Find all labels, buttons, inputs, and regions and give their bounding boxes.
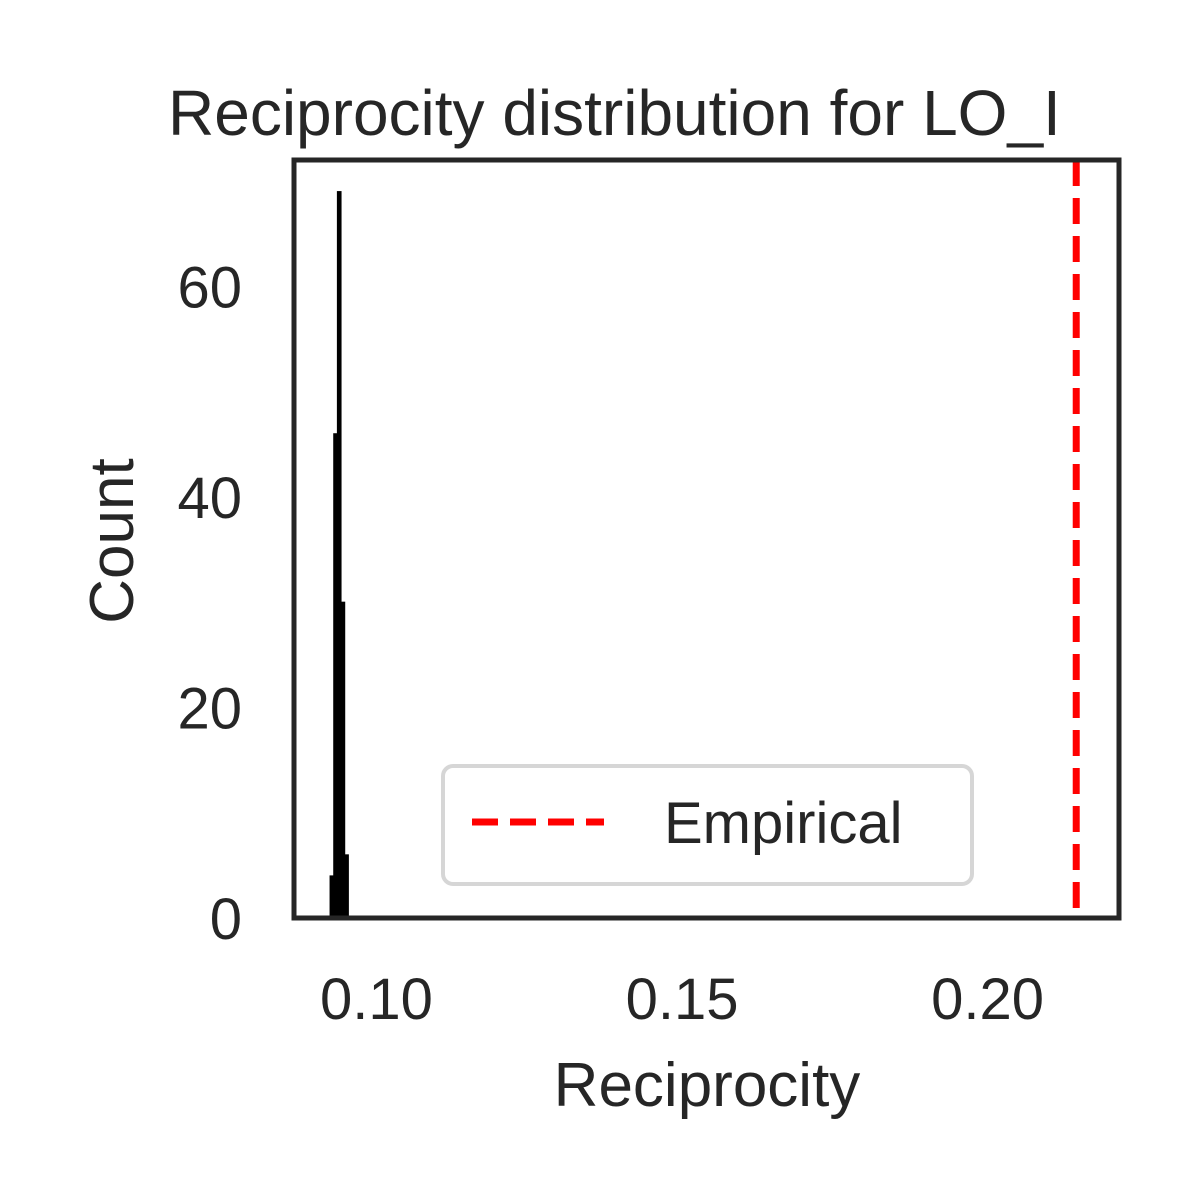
y-ticks: 0 20 40 60 <box>177 255 242 952</box>
histogram-bar-2 <box>336 191 342 919</box>
y-axis-label: Count <box>78 458 147 623</box>
x-tick-label-2: 0.20 <box>931 967 1044 1032</box>
x-axis-label: Reciprocity <box>554 1051 861 1120</box>
y-tick-label-1: 20 <box>177 676 242 741</box>
histogram-bars <box>329 191 349 919</box>
x-tick-label-1: 0.15 <box>626 967 739 1032</box>
legend-box <box>441 764 974 886</box>
y-tick-label-0: 0 <box>210 887 242 952</box>
x-tick-label-0: 0.10 <box>320 967 433 1032</box>
plot-frame <box>291 157 1122 921</box>
legend-label-empirical: Empirical <box>664 791 903 856</box>
legend: Empirical <box>441 764 974 886</box>
histogram-bar-4 <box>344 854 349 919</box>
chart-title: Reciprocity distribution for LO_I <box>168 77 1061 149</box>
x-ticks: 0.10 0.15 0.20 <box>320 967 1044 1032</box>
histogram-bar-1 <box>333 433 338 919</box>
histogram-bar-3 <box>340 601 346 919</box>
y-tick-label-2: 40 <box>177 466 242 531</box>
y-tick-label-3: 60 <box>177 255 242 320</box>
histogram-bar-0 <box>329 875 335 919</box>
